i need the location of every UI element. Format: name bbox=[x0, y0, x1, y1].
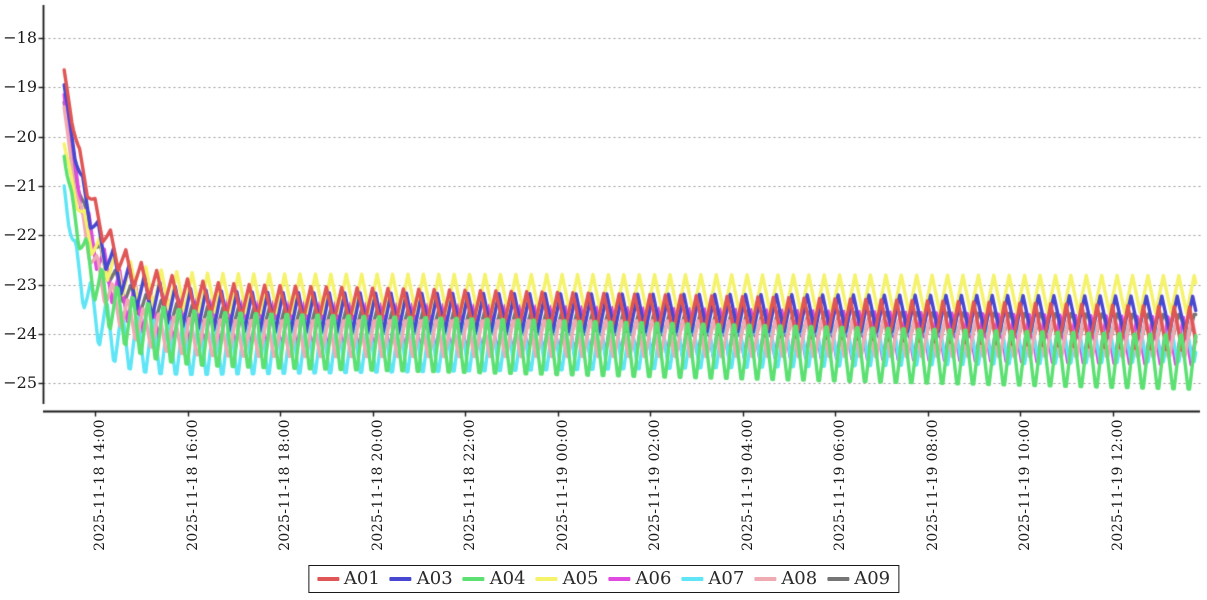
legend-label: A01 bbox=[343, 568, 380, 589]
legend-line-swatch-a07 bbox=[681, 577, 704, 581]
y-tick-label: −21 bbox=[3, 175, 37, 195]
x-tick-label: 2025-11-19 10:00 bbox=[1017, 419, 1033, 551]
legend-label: A06 bbox=[635, 568, 672, 589]
x-tick-label: 2025-11-19 02:00 bbox=[647, 419, 663, 551]
legend-label: A04 bbox=[489, 568, 526, 589]
legend-label: A07 bbox=[708, 568, 745, 589]
legend-label: A03 bbox=[416, 568, 453, 589]
legend-line-swatch-a09 bbox=[827, 577, 850, 581]
legend-line-swatch-a04 bbox=[462, 577, 485, 581]
y-tick-label: −25 bbox=[3, 373, 37, 393]
x-tick-label: 2025-11-19 00:00 bbox=[554, 419, 571, 551]
x-tick-label: 2025-11-19 12:00 bbox=[1109, 419, 1126, 551]
y-tick-label: −24 bbox=[3, 323, 37, 343]
legend-line-swatch-a03 bbox=[389, 577, 412, 581]
y-tick-label: −23 bbox=[3, 274, 37, 294]
x-tick-label: 2025-11-18 18:00 bbox=[277, 419, 293, 551]
legend-line-swatch-a01 bbox=[316, 577, 339, 581]
x-tick-label: 2025-11-18 16:00 bbox=[184, 419, 201, 551]
legend-line-swatch-a08 bbox=[754, 577, 777, 581]
y-tick-label: −18 bbox=[3, 28, 37, 47]
y-tick-label: −22 bbox=[3, 225, 37, 245]
legend-label: A09 bbox=[854, 568, 891, 589]
y-tick-label: −20 bbox=[3, 126, 37, 146]
legend-item-a01: A01 bbox=[316, 568, 380, 589]
x-tick-label: 2025-11-18 14:00 bbox=[92, 419, 108, 551]
legend-line-swatch-a06 bbox=[608, 577, 631, 581]
y-tick-label: −19 bbox=[3, 77, 37, 97]
x-tick-label: 2025-11-19 04:00 bbox=[739, 419, 756, 551]
x-tick-label: 2025-11-18 22:00 bbox=[462, 419, 478, 551]
legend-label: A08 bbox=[781, 568, 818, 589]
x-tick-label: 2025-11-19 06:00 bbox=[832, 419, 848, 551]
legend-item-a08: A08 bbox=[754, 569, 817, 589]
legend-item-a04: A04 bbox=[462, 568, 526, 589]
legend-item-a03: A03 bbox=[389, 568, 453, 589]
x-tick-label: 2025-11-19 08:00 bbox=[924, 419, 941, 551]
legend-item-a05: A05 bbox=[535, 568, 599, 589]
legend-label: A05 bbox=[562, 568, 599, 589]
legend-item-a06: A06 bbox=[608, 568, 672, 589]
legend-item-a07: A07 bbox=[681, 569, 744, 589]
legend-line-swatch-a05 bbox=[535, 577, 558, 581]
x-tick-label: 2025-11-18 20:00 bbox=[369, 419, 386, 551]
legend: A01 A03 A04 A05 A06 A07 A08 A09 bbox=[307, 565, 900, 593]
legend-item-a09: A09 bbox=[827, 569, 890, 589]
